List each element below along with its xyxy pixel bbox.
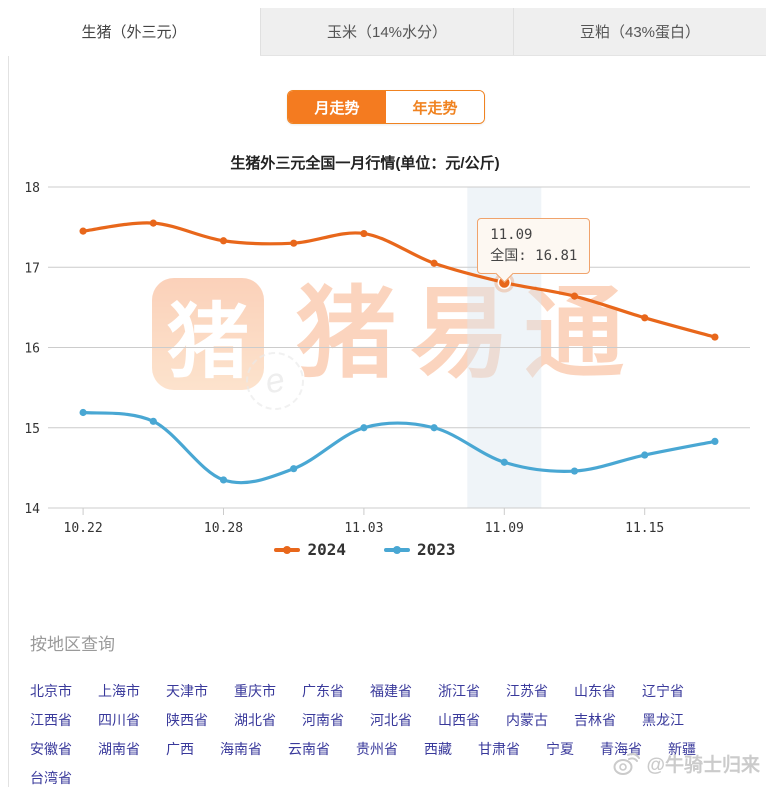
legend-label: 2024: [307, 540, 346, 559]
y-axis-label-17: 17: [24, 261, 40, 276]
region-link-台湾省[interactable]: 台湾省: [30, 770, 72, 786]
brand-watermark-text: 猪易通: [296, 278, 638, 390]
region-link-重庆市[interactable]: 重庆市: [234, 683, 276, 699]
data-point-2024-10.31[interactable]: [290, 239, 298, 247]
credit-text: @牛骑士归来: [646, 755, 760, 776]
legend-marker-icon: [274, 545, 301, 554]
region-row-3: 台湾省: [8, 768, 766, 788]
data-point-2023-11.12[interactable]: [570, 467, 579, 475]
region-link-湖南省[interactable]: 湖南省: [98, 741, 140, 757]
tooltip-value: 全国: 16.81: [490, 247, 578, 264]
region-link-贵州省[interactable]: 贵州省: [356, 741, 398, 757]
region-link-安徽省[interactable]: 安徽省: [30, 741, 72, 757]
region-link-江西省[interactable]: 江西省: [30, 712, 72, 728]
commodity-tabbar: 生猪（外三元） 玉米（14%水分） 豆粕（43%蛋白）: [8, 8, 766, 56]
legend-item-2023[interactable]: 2023: [384, 540, 456, 559]
toggle-option-0[interactable]: 月走势: [288, 91, 386, 123]
x-axis-label-10.28: 10.28: [204, 521, 243, 536]
region-row-0: 北京市 上海市 天津市 重庆市 广东省 福建省 浙江省 江苏省 山东省 辽宁省: [8, 681, 766, 701]
y-axis-label-16: 16: [24, 342, 40, 357]
region-link-四川省[interactable]: 四川省: [98, 712, 140, 728]
region-link-山东省[interactable]: 山东省: [574, 683, 616, 699]
data-point-2024-10.25[interactable]: [149, 219, 157, 227]
region-link-天津市[interactable]: 天津市: [166, 683, 208, 699]
region-row-2: 安徽省 湖南省 广西 海南省 云南省 贵州省 西藏 甘肃省 宁夏 青海省 新疆: [8, 739, 766, 759]
tab-commodity-0[interactable]: 生猪（外三元）: [8, 8, 260, 56]
data-point-2023-11.09[interactable]: [500, 458, 508, 466]
region-link-辽宁省[interactable]: 辽宁省: [642, 683, 684, 699]
tab-commodity-2[interactable]: 豆粕（43%蛋白）: [513, 8, 766, 55]
data-point-2023-11.15[interactable]: [641, 451, 649, 459]
region-link-福建省[interactable]: 福建省: [370, 683, 412, 699]
chart-tooltip: 11.09 全国: 16.81: [477, 218, 591, 283]
region-link-广西[interactable]: 广西: [166, 741, 194, 757]
region-link-上海市[interactable]: 上海市: [98, 683, 140, 699]
region-link-湖北省[interactable]: 湖北省: [234, 712, 276, 728]
data-point-2023-10.22[interactable]: [79, 408, 87, 417]
legend-item-2024[interactable]: 2024: [274, 540, 346, 559]
legend-marker-icon: [384, 545, 410, 554]
data-point-2023-10.31[interactable]: [290, 465, 298, 473]
data-point-2023-11.03[interactable]: [360, 424, 368, 432]
tooltip-date: 11.09: [490, 227, 533, 244]
chart-legend: 2024 2023: [0, 540, 730, 559]
x-axis-label-11.09: 11.09: [485, 521, 524, 536]
data-point-2023-11.18[interactable]: [711, 437, 719, 445]
data-point-2024-11.15[interactable]: [641, 314, 649, 322]
region-link-广东省[interactable]: 广东省: [302, 683, 344, 699]
region-link-宁夏[interactable]: 宁夏: [546, 741, 574, 757]
region-heading: 按地区查询: [30, 635, 115, 654]
data-point-2023-11.06[interactable]: [430, 424, 438, 432]
data-point-2024-10.22[interactable]: [79, 227, 87, 235]
legend-label: 2023: [417, 540, 456, 559]
region-link-河北省[interactable]: 河北省: [370, 712, 412, 728]
data-point-2024-11.06[interactable]: [430, 259, 438, 267]
tab-commodity-1[interactable]: 玉米（14%水分）: [260, 8, 513, 55]
region-link-甘肃省[interactable]: 甘肃省: [478, 741, 520, 757]
credit-watermark: @牛骑士归来: [613, 750, 760, 777]
region-link-北京市[interactable]: 北京市: [30, 683, 72, 699]
region-link-云南省[interactable]: 云南省: [288, 741, 330, 757]
region-link-江苏省[interactable]: 江苏省: [506, 683, 548, 699]
toggle-option-1[interactable]: 年走势: [386, 91, 484, 123]
region-rows: 北京市 上海市 天津市 重庆市 广东省 福建省 浙江省 江苏省 山东省 辽宁省 江西省 四川省 陕西省湖…: [8, 681, 766, 788]
x-axis-label-11.15: 11.15: [625, 521, 664, 536]
region-link-新疆[interactable]: 新疆: [668, 741, 696, 757]
region-link-吉林省[interactable]: 吉林省: [574, 712, 616, 728]
region-link-西藏[interactable]: 西藏: [424, 741, 452, 757]
line-chart[interactable]: 14 15 16 17 18 10.22 10.28 11.03 11.09 11.15: [0, 172, 766, 540]
region-link-内蒙古[interactable]: 内蒙古: [506, 712, 548, 728]
x-axis-label-11.03: 11.03: [344, 521, 383, 536]
series-line-2024: [81, 221, 717, 339]
y-axis-label-18: 18: [24, 181, 40, 196]
trend-toggle: 月走势 年走势: [287, 90, 485, 124]
weibo-icon: [613, 752, 641, 775]
y-axis-label-14: 14: [24, 502, 40, 517]
region-row-1: 江西省 四川省 陕西省 湖北省 河南省 河北省 山西省 内蒙古 吉林省 黑龙江: [8, 710, 766, 730]
region-link-黑龙江[interactable]: 黑龙江: [642, 712, 684, 728]
region-link-山西省[interactable]: 山西省: [438, 712, 480, 728]
data-point-2024-11.12[interactable]: [570, 292, 579, 300]
region-link-陕西省[interactable]: 陕西省: [166, 712, 208, 728]
series-line-2023: [81, 410, 717, 485]
region-link-海南省[interactable]: 海南省: [220, 741, 262, 757]
region-link-河南省[interactable]: 河南省: [302, 712, 344, 728]
data-point-2023-10.25[interactable]: [149, 417, 157, 425]
data-point-2024-10.28[interactable]: [219, 237, 228, 245]
region-link-浙江省[interactable]: 浙江省: [438, 683, 480, 699]
brand-icon-char: 猪: [166, 296, 249, 388]
data-point-2024-11.03[interactable]: [360, 229, 368, 238]
data-point-2024-11.18[interactable]: [711, 333, 719, 341]
chart-title: 生猪外三元全国一月行情(单位：元/公斤): [230, 155, 500, 172]
y-axis-label-15: 15: [24, 422, 40, 437]
x-axis-label-10.22: 10.22: [64, 521, 103, 536]
brand-app-icon: 猪: [152, 278, 264, 390]
data-point-2023-10.28[interactable]: [219, 476, 228, 484]
region-section: 按地区查询 北京市 上海市 天津市 重庆市 广东省 福建省 浙江省 江苏省 山东省 辽宁省江西省 四…: [8, 630, 766, 797]
